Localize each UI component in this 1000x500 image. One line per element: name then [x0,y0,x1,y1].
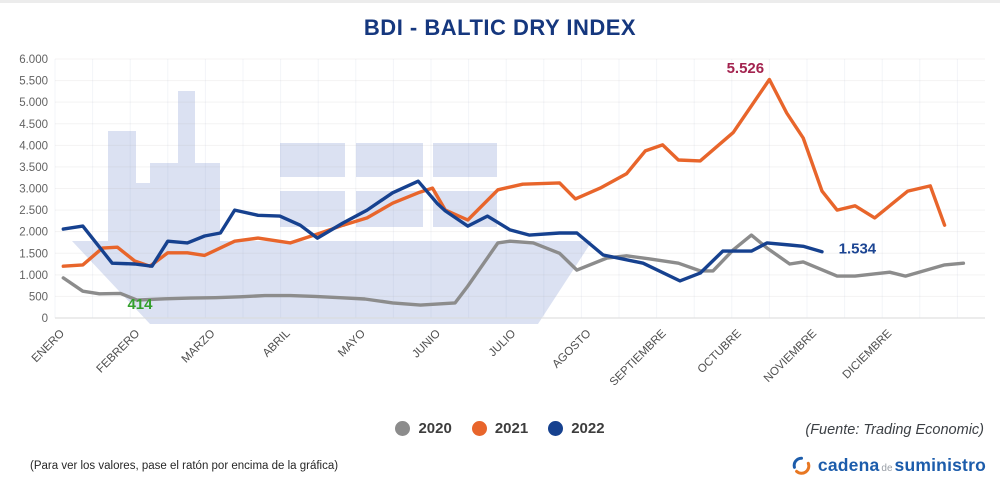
x-axis-month-label: OCTUBRE [696,327,744,375]
y-axis-tick-label: 2.500 [19,205,48,217]
y-axis-tick-label: 3.000 [19,184,48,196]
ship-container-watermark [280,143,345,177]
ship-superstructure-watermark [136,183,150,241]
annotation-5526: 5.526 [727,60,765,77]
hover-hint: (Para ver los valores, pase el ratón por… [30,460,339,472]
x-axis-month-label: JUNIO [410,328,443,361]
logo-word-suministro: suministro [894,455,986,475]
x-axis-month-label: FEBRERO [95,328,143,376]
series-line-2020[interactable] [61,233,966,307]
logo-circular-arrows-icon [792,456,811,475]
source-note: (Fuente: Trading Economic) [805,422,984,438]
legend-label-2020: 2020 [418,420,452,437]
legend-dot-2020-icon [395,421,411,436]
series-line-2021[interactable] [61,77,947,268]
y-axis-tick-label: 0 [42,313,48,325]
ship-hull-watermark [72,241,592,324]
x-axis-month-label: ENERO [30,328,67,365]
legend-dot-2022-icon [548,421,564,436]
y-axis-tick-label: 2.000 [19,227,48,239]
ship-container-watermark [433,143,497,177]
chart-legend: 2020 2021 2022 [0,420,1000,437]
ship-superstructure-watermark [178,91,195,241]
y-axis-tick-label: 5.500 [19,76,48,88]
logo-text: cadena de suministro [818,455,986,476]
y-axis-tick-label: 4.500 [19,119,48,131]
bdi-chart[interactable]: 0 500 1.000 1.500 2.000 2.500 3.000 3.500 4.000 4… [0,3,1000,413]
y-axis-tick-label: 500 [29,291,48,303]
x-axis-month-label: AGOSTO [550,328,593,371]
legend-dot-2021-icon [471,421,487,436]
annotation-414: 414 [127,296,153,313]
x-axis-month-label: ABRIL [261,327,293,359]
legend-label-2021: 2021 [494,420,529,437]
y-axis-tick-label: 1.500 [19,248,48,260]
logo-word-cadena: cadena [817,455,880,475]
x-axis-month-label: DICIEMBRE [841,327,895,381]
legend-item-2022[interactable]: 2022 [548,420,605,437]
legend-label-2022: 2022 [571,420,605,437]
cadena-de-suministro-logo[interactable]: cadena de suministro [791,455,986,476]
x-axis-month-label: NOVIEMBRE [762,327,820,385]
y-axis-tick-label: 4.000 [19,140,48,152]
legend-item-2020[interactable]: 2020 [395,420,452,437]
x-axis-month-label: JULIO [487,328,519,360]
logo-word-de: de [881,463,893,474]
ship-container-watermark [356,143,423,177]
y-axis-tick-label: 1.000 [19,270,48,282]
x-axis-month-label: MARZO [180,328,218,366]
annotation-1534: 1.534 [839,240,877,257]
legend-item-2021[interactable]: 2021 [471,420,529,437]
x-axis-month-label: MAYO [336,328,368,360]
y-axis-tick-label: 6.000 [19,54,48,66]
y-axis-tick-label: 5.000 [19,97,48,109]
series-line-2022[interactable] [61,179,824,283]
page-title: BDI - BALTIC DRY INDEX [363,15,637,40]
x-axis-month-label: SEPTIEMBRE [608,327,669,388]
y-axis-tick-label: 3.500 [19,162,48,174]
ship-superstructure-watermark [108,131,136,241]
